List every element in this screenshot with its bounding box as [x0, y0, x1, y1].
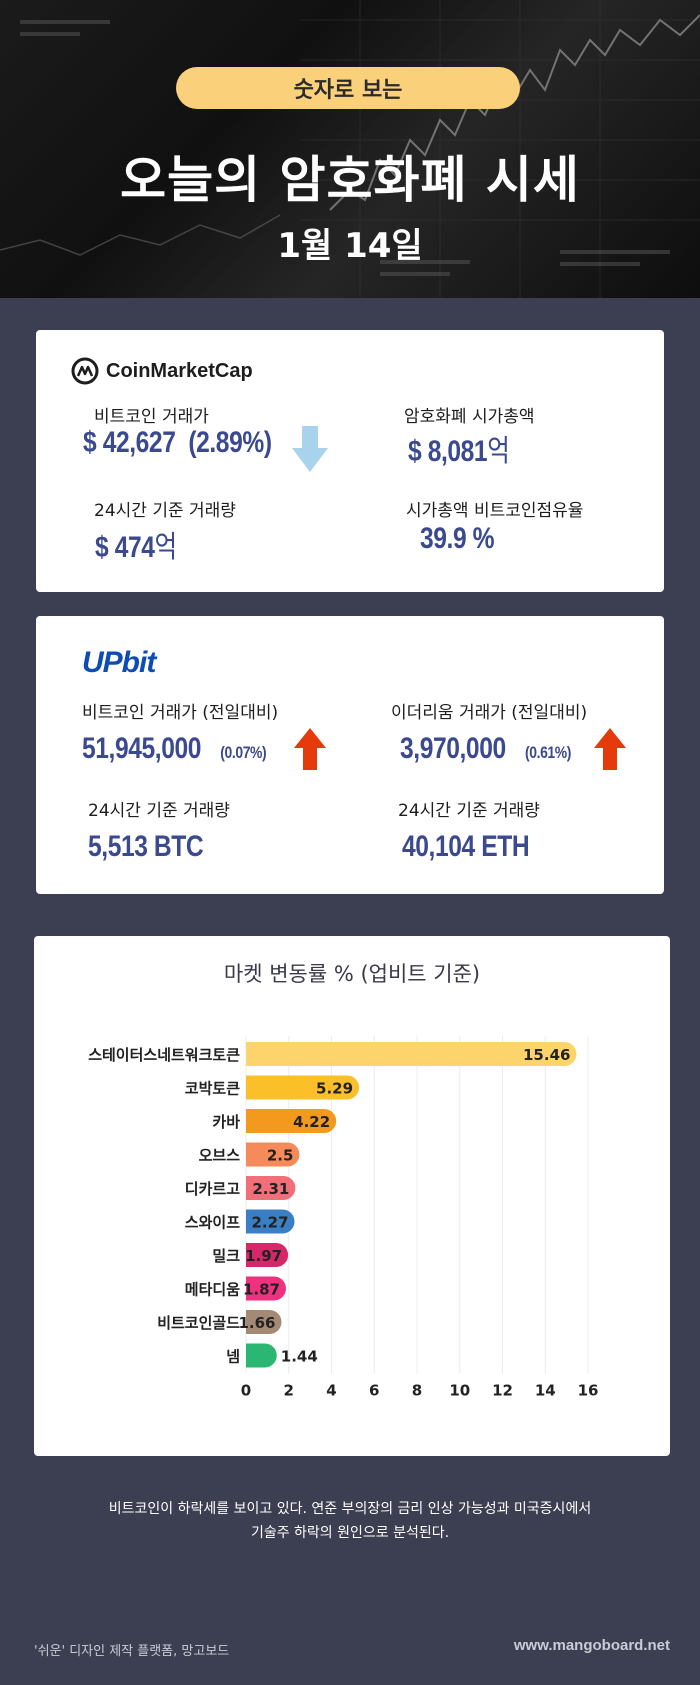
category-label: 스와이프 — [185, 1214, 240, 1232]
category-label: 오브스 — [199, 1147, 241, 1165]
bar — [246, 1176, 296, 1200]
bar-edge — [246, 1343, 258, 1368]
category-label: 넴 — [226, 1348, 240, 1366]
coinmarketcap-logo: CoinMarketCap — [70, 356, 253, 386]
page-date: 1월 14일 — [277, 226, 423, 266]
coinmarketcap-logo-icon — [71, 357, 99, 385]
bar-edge — [246, 1109, 258, 1133]
x-tick-label: 16 — [578, 1382, 599, 1400]
summary-note-line2: 기술주 하락의 원인으로 분석된다. — [250, 1525, 450, 1541]
data-label: 1.97 — [245, 1247, 282, 1265]
data-label: 4.22 — [293, 1113, 330, 1131]
chart-title: 마켓 변동률 % (업비트 기준) — [223, 962, 481, 986]
x-tick-label: 12 — [492, 1382, 513, 1400]
cmc-dominance-label: 시가총액 비트코인점유율 — [406, 501, 584, 521]
cmc-volume-value: $ 474 — [95, 531, 155, 564]
x-tick-label: 4 — [326, 1382, 336, 1400]
upbit-btc-label: 비트코인 거래가 (전일대비) — [82, 703, 279, 723]
coinmarketcap-card: CoinMarketCap 비트코인 거래가 $ 42,627 (2.89%) … — [36, 330, 664, 592]
arrow-down-icon — [292, 426, 328, 472]
x-tick-label: 2 — [284, 1382, 294, 1400]
data-label: 1.87 — [243, 1281, 280, 1299]
bar-edge — [246, 1075, 258, 1100]
bar — [246, 1209, 295, 1234]
upbit-btc-volume-label: 24시간 기준 거래량 — [88, 801, 230, 821]
cmc-btc-price-row: $ 42,627 (2.89%) — [83, 426, 272, 460]
category-label: 디카르고 — [185, 1180, 240, 1198]
upbit-eth-label: 이더리움 거래가 (전일대비) — [391, 703, 588, 723]
summary-note-line1: 비트코인이 하락세를 보이고 있다. 연준 부의장의 금리 인상 가능성과 미국… — [108, 1501, 592, 1517]
category-label: 밀크 — [212, 1247, 240, 1265]
stock-chart-background — [0, 0, 700, 298]
market-change-bar-chart: 0 2 4 6 8 10 12 14 16 스테이터스네트워크토큰 15.46 코박토큰 5.29 카바 4… — [88, 1036, 599, 1400]
upbit-btc-change: (0.07%) — [220, 743, 267, 762]
coinmarketcap-logo-text: CoinMarketCap — [106, 359, 253, 382]
cmc-volume-label: 24시간 기준 거래량 — [94, 501, 236, 521]
arrow-up-icon — [294, 728, 326, 770]
bar — [246, 1142, 300, 1167]
data-label: 15.46 — [523, 1046, 570, 1064]
data-label: 2.27 — [252, 1214, 289, 1232]
market-change-chart-card: 마켓 변동률 % (업비트 기준) 0 2 4 6 8 10 12 14 16 스테이터스네트워크… — [34, 936, 670, 1456]
page-title: 오늘의 암호화폐 시세 — [120, 151, 580, 209]
upbit-card: UPbit 비트코인 거래가 (전일대비) 51,945,000 (0.07%)… — [36, 616, 664, 894]
bar-edge — [246, 1176, 258, 1200]
arrow-up-icon — [594, 728, 626, 770]
bar-edge — [246, 1042, 258, 1066]
upbit-eth-volume-label: 24시간 기준 거래량 — [398, 801, 540, 821]
data-label: 2.5 — [267, 1147, 294, 1165]
upbit-logo: UPbit — [82, 646, 156, 679]
category-label: 스테이터스네트워크토큰 — [88, 1046, 240, 1064]
cmc-btc-label: 비트코인 거래가 — [94, 407, 209, 427]
bar-edge — [246, 1243, 258, 1267]
cmc-volume-row: $ 474억 — [95, 522, 177, 566]
x-tick-label: 10 — [449, 1382, 470, 1400]
x-tick-label: 8 — [412, 1382, 422, 1400]
cmc-dominance-value: 39.9 % — [420, 522, 495, 555]
upbit-eth-price-row: 3,970,000 (0.61%) — [400, 732, 571, 766]
header-banner: 숫자로 보는 오늘의 암호화폐 시세 1월 14일 — [0, 0, 700, 298]
cmc-mcap-row: $ 8,081억 — [408, 426, 510, 470]
x-tick-label: 14 — [535, 1382, 556, 1400]
data-label: 1.66 — [238, 1314, 275, 1332]
x-tick-label: 0 — [241, 1382, 251, 1400]
cmc-mcap-value: $ 8,081 — [408, 435, 488, 468]
cmc-mcap-label: 암호화폐 시가총액 — [404, 407, 535, 427]
cmc-mcap-unit: 억 — [487, 434, 510, 469]
header-overlay — [0, 0, 700, 298]
upbit-btc-volume: 5,513 BTC — [88, 830, 204, 863]
cmc-volume-unit: 억 — [154, 530, 178, 565]
category-label: 코박토큰 — [185, 1080, 240, 1098]
upbit-eth-change: (0.61%) — [525, 743, 571, 762]
category-label: 비트코인골드 — [157, 1314, 240, 1332]
footer-website-link[interactable]: www.mangoboard.net — [513, 1637, 670, 1654]
data-label: 2.31 — [252, 1180, 289, 1198]
bar-edge — [246, 1276, 258, 1301]
cmc-btc-change: (2.89%) — [188, 426, 272, 459]
upbit-btc-price-row: 51,945,000 (0.07%) — [82, 732, 267, 766]
upbit-btc-price: 51,945,000 — [82, 732, 202, 765]
x-tick-label: 6 — [369, 1382, 379, 1400]
upbit-eth-price: 3,970,000 — [400, 732, 506, 765]
category-label: 카바 — [212, 1113, 240, 1131]
bar-edge — [246, 1142, 258, 1167]
category-label: 메타디움 — [185, 1281, 240, 1299]
data-label: 1.44 — [281, 1348, 318, 1366]
cmc-btc-price: $ 42,627 — [83, 426, 176, 459]
bar-edge — [246, 1310, 258, 1334]
bar — [246, 1109, 337, 1133]
bar-edge — [246, 1209, 258, 1234]
data-label: 5.29 — [316, 1080, 353, 1098]
upbit-eth-volume: 40,104 ETH — [402, 830, 530, 863]
bar — [246, 1042, 577, 1066]
summary-note: 비트코인이 하락세를 보이고 있다. 연준 부의장의 금리 인상 가능성과 미국… — [0, 1497, 700, 1545]
bar — [246, 1075, 360, 1100]
footer-credit: '쉬운' 디자인 제작 플랫폼, 망고보드 — [34, 1644, 230, 1659]
header-pill: 숫자로 보는 — [176, 67, 520, 109]
